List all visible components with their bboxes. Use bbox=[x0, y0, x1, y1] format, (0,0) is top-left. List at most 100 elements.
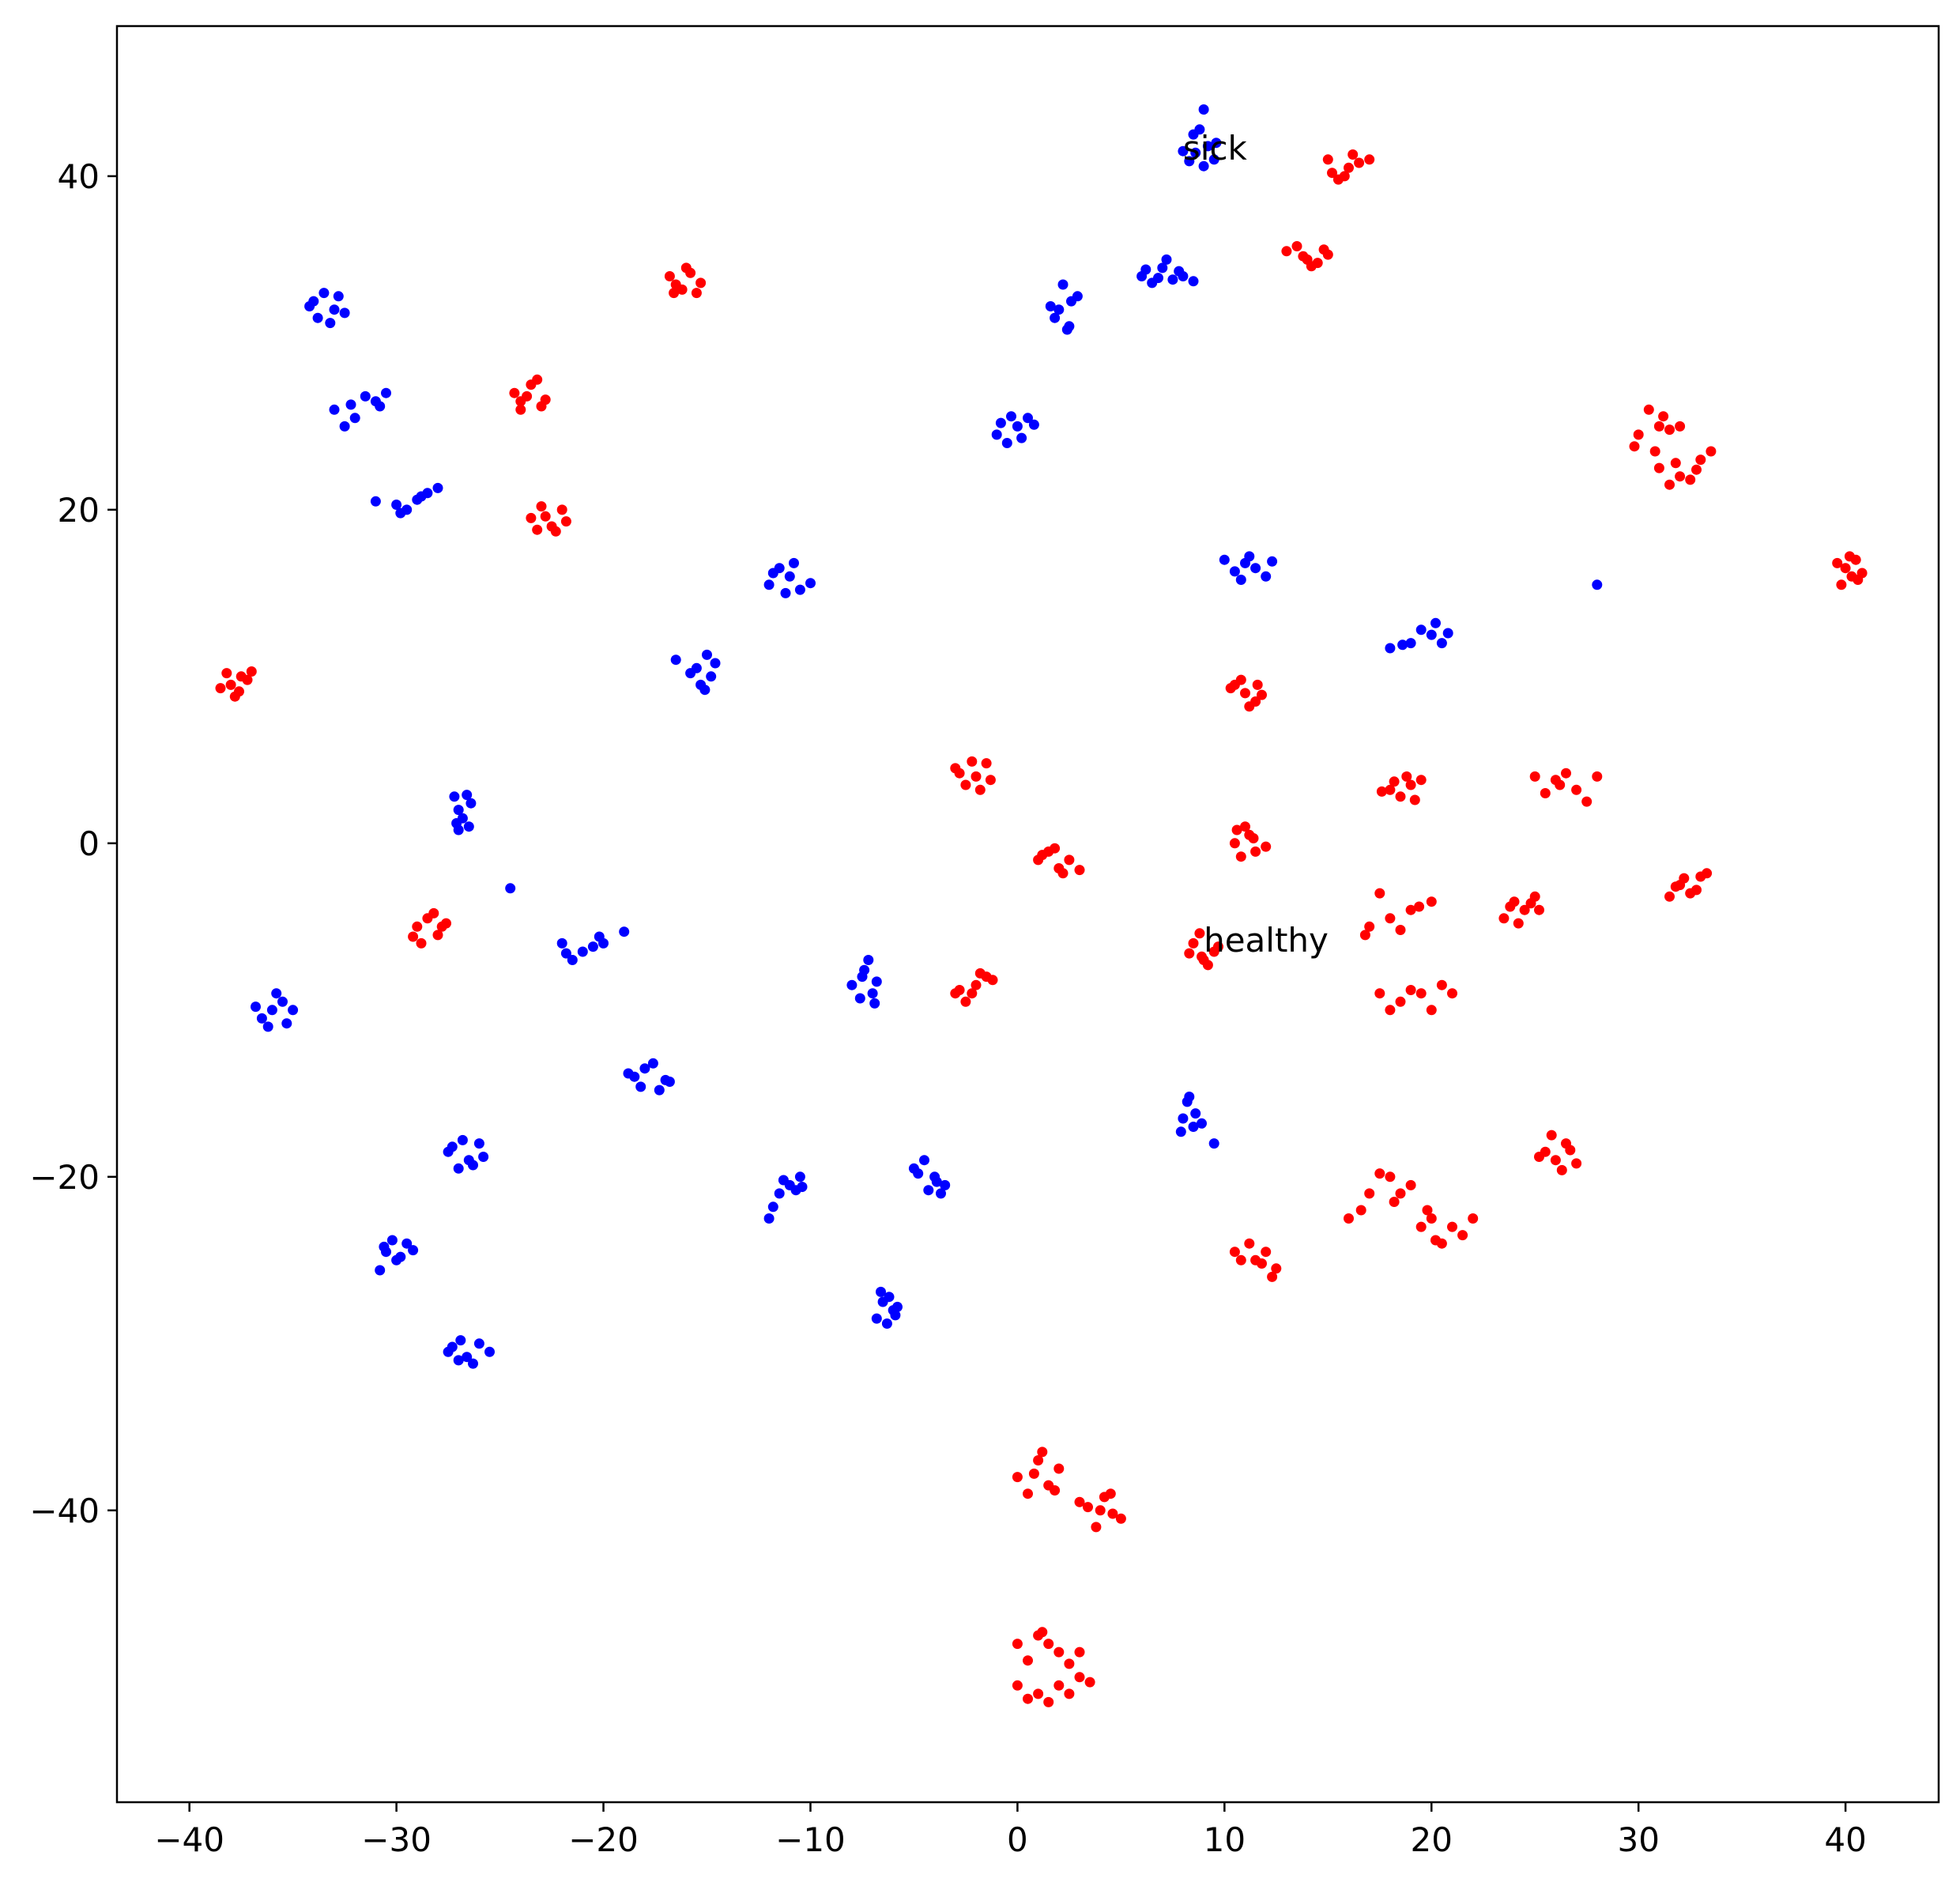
data-point bbox=[215, 683, 226, 694]
data-point bbox=[699, 685, 710, 696]
data-point bbox=[971, 771, 982, 782]
data-point bbox=[1190, 147, 1201, 158]
point-cluster bbox=[1385, 617, 1453, 654]
point-cluster bbox=[763, 1171, 808, 1224]
point-cluster bbox=[1344, 1168, 1416, 1224]
data-point bbox=[1057, 279, 1069, 290]
data-point bbox=[1534, 1152, 1544, 1162]
data-point bbox=[1231, 824, 1242, 835]
data-point bbox=[1074, 1496, 1085, 1507]
data-point bbox=[1385, 643, 1396, 654]
x-tick-label: −30 bbox=[361, 1820, 432, 1859]
data-point bbox=[1054, 1463, 1065, 1474]
data-point bbox=[1250, 846, 1261, 857]
data-point bbox=[329, 404, 340, 415]
data-point bbox=[1188, 1122, 1199, 1132]
data-point bbox=[1281, 246, 1292, 257]
point-cluster bbox=[526, 501, 571, 537]
data-point bbox=[1064, 1658, 1075, 1669]
x-tick-label: 10 bbox=[1204, 1820, 1246, 1859]
point-cluster bbox=[1374, 979, 1457, 1016]
point-cluster bbox=[215, 666, 257, 702]
y-tick-label: −40 bbox=[29, 1492, 100, 1530]
data-point bbox=[1364, 921, 1375, 932]
data-point bbox=[1389, 1197, 1400, 1207]
data-point bbox=[1072, 291, 1083, 302]
point-cluster bbox=[443, 1134, 489, 1174]
data-point bbox=[863, 955, 874, 965]
point-cluster bbox=[370, 482, 443, 519]
data-point bbox=[1374, 988, 1385, 999]
y-tick-label: −20 bbox=[29, 1158, 100, 1197]
data-point bbox=[1184, 948, 1195, 959]
data-point bbox=[1836, 579, 1847, 590]
data-point bbox=[532, 374, 543, 385]
data-point bbox=[577, 946, 588, 957]
data-point bbox=[391, 500, 402, 510]
data-point bbox=[1397, 639, 1408, 651]
data-point bbox=[647, 1058, 658, 1069]
data-point bbox=[1840, 563, 1851, 574]
data-point bbox=[1023, 1488, 1033, 1499]
data-point bbox=[1430, 1235, 1441, 1246]
point-cluster bbox=[1322, 149, 1375, 185]
data-point bbox=[685, 267, 696, 278]
data-point bbox=[670, 654, 681, 666]
data-point bbox=[453, 805, 464, 816]
data-point bbox=[797, 1182, 808, 1192]
point-cluster bbox=[1281, 241, 1333, 272]
data-point bbox=[623, 1068, 634, 1079]
data-point bbox=[304, 301, 315, 311]
point-cluster bbox=[1664, 868, 1713, 902]
data-point bbox=[774, 1188, 785, 1199]
data-point bbox=[329, 304, 340, 315]
data-point bbox=[1225, 683, 1236, 694]
data-point bbox=[677, 284, 688, 295]
data-point bbox=[1084, 1677, 1095, 1688]
data-point bbox=[1188, 937, 1199, 949]
data-point bbox=[1050, 312, 1061, 323]
data-point bbox=[1832, 557, 1843, 568]
points-layer bbox=[215, 104, 1868, 1707]
data-point bbox=[954, 985, 965, 995]
data-point bbox=[1374, 888, 1385, 899]
data-point bbox=[805, 578, 816, 589]
data-point bbox=[1006, 411, 1016, 422]
data-point bbox=[1405, 985, 1416, 995]
data-point bbox=[1043, 1696, 1054, 1707]
data-point bbox=[685, 668, 696, 679]
data-point bbox=[416, 937, 427, 949]
data-point bbox=[1267, 1271, 1278, 1282]
x-tick-label: −10 bbox=[775, 1820, 846, 1859]
point-cluster bbox=[1653, 446, 1717, 490]
data-point bbox=[375, 401, 386, 412]
data-point bbox=[1385, 1005, 1396, 1016]
data-point bbox=[1240, 688, 1250, 699]
point-cluster bbox=[1498, 891, 1544, 929]
data-point bbox=[871, 976, 882, 987]
data-point bbox=[1298, 251, 1309, 262]
data-point bbox=[1592, 579, 1603, 590]
data-point bbox=[919, 1155, 929, 1166]
data-point bbox=[794, 584, 805, 595]
point-cluster bbox=[556, 926, 630, 965]
data-point bbox=[1054, 1646, 1065, 1658]
data-point bbox=[1643, 404, 1654, 415]
data-point bbox=[913, 1168, 924, 1179]
data-point bbox=[1679, 873, 1690, 884]
data-point bbox=[1028, 419, 1039, 430]
data-point bbox=[1244, 1238, 1255, 1249]
data-point bbox=[1157, 262, 1168, 273]
data-point bbox=[1229, 566, 1240, 577]
data-point bbox=[318, 288, 330, 299]
data-point bbox=[967, 756, 978, 767]
data-point bbox=[1505, 901, 1516, 912]
data-point bbox=[1355, 1205, 1366, 1216]
data-point bbox=[1359, 930, 1370, 941]
data-point bbox=[923, 1185, 934, 1196]
point-cluster bbox=[1832, 551, 1868, 590]
data-point bbox=[1184, 156, 1195, 167]
data-point bbox=[1691, 885, 1702, 896]
data-point bbox=[536, 501, 547, 512]
point-cluster bbox=[1012, 1672, 1095, 1707]
